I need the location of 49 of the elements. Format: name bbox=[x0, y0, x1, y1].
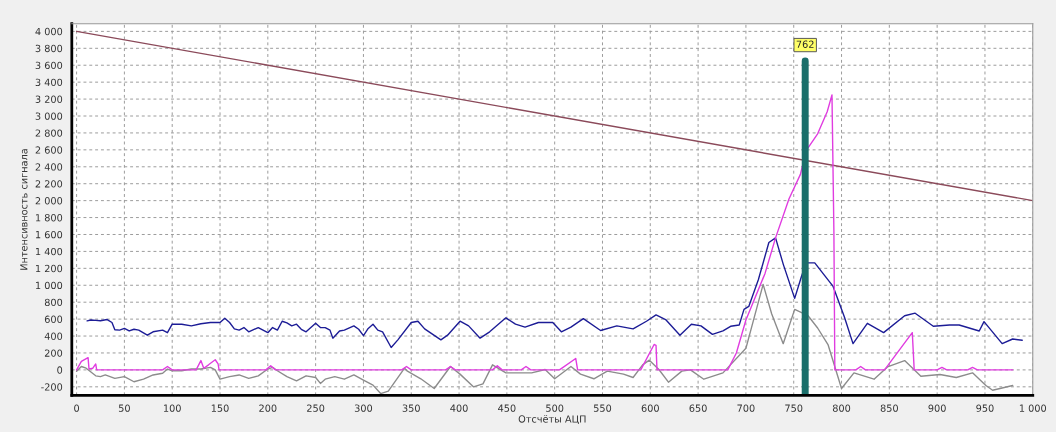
x-tick-label: 50 bbox=[118, 404, 130, 412]
y-tick-label: 1 200 bbox=[36, 264, 63, 273]
line-series bbox=[75, 94, 1014, 371]
y-tick-label: 2 200 bbox=[35, 180, 63, 188]
y-tick-label: 1 400 bbox=[36, 247, 63, 256]
x-tick-label: 200 bbox=[259, 404, 277, 412]
y-axis-title: Интенсивность сигнала bbox=[20, 149, 28, 270]
x-tick-label: 700 bbox=[737, 404, 755, 412]
x-tick-label: 300 bbox=[354, 404, 373, 412]
y-tick-label: 200 bbox=[44, 349, 63, 357]
x-tick-label: 400 bbox=[450, 404, 468, 412]
y-tick-label: 3 200 bbox=[35, 95, 63, 103]
x-tick-label: 600 bbox=[641, 404, 659, 412]
y-tick-label: 2 400 bbox=[35, 163, 63, 171]
ref-line-label: 762 bbox=[796, 40, 814, 48]
y-tick-label: 1 800 bbox=[36, 214, 63, 222]
x-tick-label: 450 bbox=[498, 404, 516, 412]
x-tick-label: 500 bbox=[546, 404, 564, 412]
x-tick-label: 950 bbox=[976, 404, 994, 412]
y-tick-label: 3 000 bbox=[35, 112, 63, 120]
y-tick-label: 1 000 bbox=[36, 281, 63, 290]
y-tick-label: 1 600 bbox=[36, 230, 63, 239]
line-series bbox=[86, 237, 1023, 349]
y-tick-label: 3 600 bbox=[35, 61, 63, 70]
y-tick-label: 2 600 bbox=[35, 146, 63, 154]
y-tick-label: 4 000 bbox=[35, 27, 63, 36]
y-tick-label: 0 bbox=[57, 366, 63, 374]
x-axis-title: Отсчёты АЦП bbox=[518, 415, 586, 425]
x-tick-label: 150 bbox=[211, 404, 229, 412]
y-tick-label: 600 bbox=[44, 315, 63, 323]
y-tick-label: 2 800 bbox=[35, 129, 63, 137]
x-tick-label: 0 bbox=[74, 404, 80, 412]
x-tick-label: 900 bbox=[928, 404, 946, 412]
y-tick-label: 3 400 bbox=[35, 78, 63, 86]
y-tick-label: 3 800 bbox=[35, 44, 63, 53]
x-tick-label: 650 bbox=[689, 404, 707, 412]
x-tick-label: 350 bbox=[402, 404, 420, 412]
x-tick-label: 800 bbox=[832, 404, 851, 412]
x-tick-label: 850 bbox=[880, 404, 898, 412]
x-tick-label: 250 bbox=[307, 404, 325, 412]
x-tick-label: 550 bbox=[593, 404, 612, 412]
y-tick-label: -200 bbox=[41, 383, 63, 391]
y-tick-label: 2 000 bbox=[35, 197, 63, 205]
x-tick-label: 750 bbox=[785, 404, 803, 412]
x-tick-label: 1 000 bbox=[1019, 404, 1047, 412]
y-tick-label: 400 bbox=[44, 332, 63, 340]
x-tick-label: 100 bbox=[164, 404, 181, 412]
y-tick-label: 800 bbox=[44, 298, 63, 307]
line-series bbox=[75, 283, 1014, 395]
